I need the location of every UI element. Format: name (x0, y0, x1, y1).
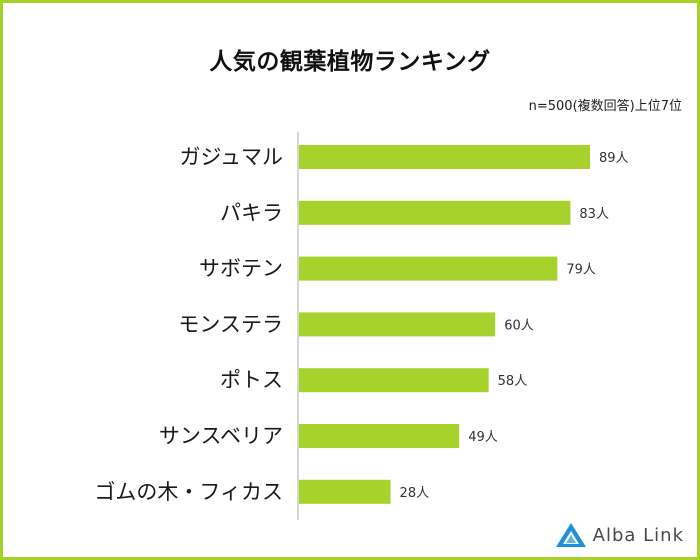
bar (299, 479, 391, 504)
value-label: 28人 (400, 486, 430, 501)
value-label: 83人 (579, 207, 609, 222)
value-label: 89人 (599, 151, 629, 166)
category-label: パキラ (220, 201, 283, 225)
value-label: 58人 (498, 374, 528, 389)
category-label: モンステラ (178, 312, 283, 336)
alba-link-logo: Alba Link (555, 522, 684, 548)
bar (299, 200, 571, 225)
bar (299, 145, 591, 169)
bar (299, 312, 496, 337)
category-label: ゴムの木・フィカス (94, 480, 283, 504)
category-label: ポトス (220, 368, 283, 392)
bar (299, 368, 489, 393)
value-label: 49人 (468, 430, 498, 445)
chart-title: 人気の観葉植物ランキング (209, 49, 491, 75)
category-label: サンスベリア (159, 424, 283, 448)
value-label: 60人 (504, 318, 534, 333)
category-label: ガジュマル (179, 145, 283, 169)
triangle-logo-icon (555, 523, 586, 547)
category-label: サボテン (199, 257, 283, 281)
logo-text: Alba Link (592, 524, 684, 546)
bar (299, 424, 460, 448)
sample-note: n=500(複数回答)上位7位 (528, 99, 682, 114)
bar (299, 256, 558, 281)
value-label: 79人 (566, 263, 596, 278)
